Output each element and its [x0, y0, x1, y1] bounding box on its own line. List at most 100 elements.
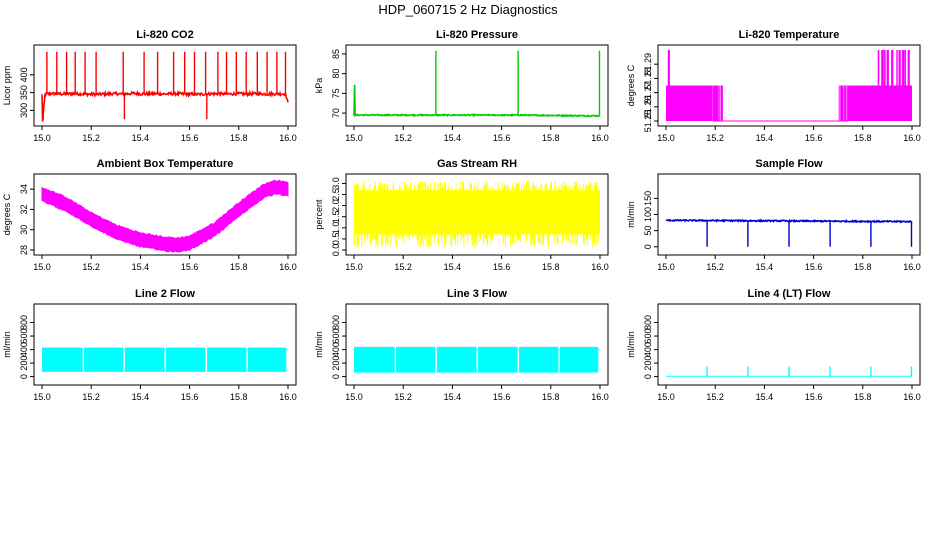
chart-panel-6: Sample Flow 15.0 15.2 15.4 15.6 15.8 16.0 0 50 10… [626, 158, 921, 272]
x-tick-label: 15.4 [444, 133, 462, 143]
y-tick-label: 70 [331, 108, 341, 118]
x-tick-label: 15.2 [706, 392, 724, 402]
plot-data [42, 347, 288, 372]
chart-title: Gas Stream RH [437, 158, 517, 170]
y-tick-label: 600 [19, 329, 29, 344]
x-tick-label: 15.0 [345, 262, 363, 272]
data-segment [396, 346, 436, 373]
y-tick-label: 0 [331, 374, 341, 379]
x-tick-label: 15.2 [394, 392, 412, 402]
x-tick-label: 16.0 [591, 262, 609, 272]
y-tick-label: 0 [643, 244, 653, 249]
y-tick-label: 800 [331, 315, 341, 330]
y-axis-label: ml/min [2, 331, 12, 358]
x-tick-label: 15.8 [854, 133, 872, 143]
x-tick-label: 15.4 [756, 262, 774, 272]
y-tick-label: 800 [643, 315, 653, 330]
x-tick-label: 15.2 [82, 392, 100, 402]
x-tick-label: 16.0 [279, 392, 297, 402]
y-axis-label: kPa [314, 78, 324, 94]
y-axis-label: degrees C [2, 193, 12, 235]
data-segment [436, 346, 477, 373]
y-tick-label: 0.0 [331, 244, 341, 257]
y-tick-label: 800 [19, 315, 29, 330]
y-axis-label: percent [314, 199, 324, 230]
plot-frame [345, 303, 609, 386]
x-tick-label: 15.4 [132, 392, 150, 402]
x-tick-label: 15.0 [657, 392, 675, 402]
plot-frame [657, 44, 921, 127]
data-segment [559, 346, 599, 373]
chart-title: Line 3 Flow [447, 288, 507, 300]
y-tick-label: 30 [19, 225, 29, 235]
x-tick-label: 15.0 [33, 392, 51, 402]
x-tick-label: 15.8 [542, 392, 560, 402]
x-tick-label: 15.6 [181, 133, 199, 143]
y-tick-label: 0 [19, 374, 29, 379]
plot-data [41, 179, 289, 253]
x-tick-label: 15.2 [706, 133, 724, 143]
x-tick-label: 15.6 [493, 262, 511, 272]
y-tick-label: 400 [19, 67, 29, 82]
x-tick-label: 15.4 [444, 262, 462, 272]
y-tick-label: 51.27 [643, 81, 653, 104]
chart-panel-8: Line 3 Flow 15.0 15.2 15.4 15.6 15.8 16.0 0 2004… [314, 288, 609, 402]
y-tick-label: 2.5 [331, 188, 341, 201]
y-tick-label: 34 [19, 184, 29, 194]
y-tick-label: 51.29 [643, 53, 653, 76]
chart-title: Line 4 (LT) Flow [748, 288, 831, 300]
data-band [848, 85, 912, 121]
chart-title: Li-820 Pressure [436, 29, 518, 41]
x-tick-label: 15.6 [805, 133, 823, 143]
x-tick-label: 15.8 [230, 262, 248, 272]
chart-title: Line 2 Flow [135, 288, 195, 300]
chart-panel-3: Li-820 Temperature 15.0 15.2 15.4 15.6 15.8 16… [626, 29, 921, 143]
y-tick-label: 51.25 [643, 110, 653, 133]
data-segment [165, 347, 206, 372]
x-tick-label: 15.0 [657, 133, 675, 143]
y-tick-label: 200 [19, 356, 29, 371]
y-tick-label: 100 [643, 207, 653, 222]
x-tick-label: 15.8 [854, 262, 872, 272]
data-spikes [706, 220, 913, 247]
x-tick-label: 15.4 [756, 392, 774, 402]
x-tick-label: 15.8 [542, 133, 560, 143]
chart-panel-9: Line 4 (LT) Flow 15.0 15.2 15.4 15.6 15.8 16.0… [626, 288, 921, 402]
y-tick-label: 50 [643, 226, 653, 236]
y-axis-label: ml/min [626, 331, 636, 358]
x-tick-label: 16.0 [279, 262, 297, 272]
y-tick-label: 300 [19, 103, 29, 118]
x-tick-label: 16.0 [903, 392, 921, 402]
plot-frame [345, 44, 609, 127]
y-tick-label: 0 [643, 374, 653, 379]
x-tick-label: 15.2 [394, 262, 412, 272]
plot-data [666, 50, 912, 122]
x-tick-label: 15.4 [444, 392, 462, 402]
x-tick-label: 16.0 [903, 133, 921, 143]
y-tick-label: 51.28 [643, 67, 653, 90]
x-tick-label: 15.2 [82, 133, 100, 143]
chart-panel-2: Li-820 Pressure 15.0 15.2 15.4 15.6 15.8 16.0 7… [314, 29, 609, 143]
y-axis-label: Licor ppm [2, 66, 12, 106]
plot-data [353, 50, 601, 118]
data-spikes [435, 50, 601, 116]
plot-frame [657, 303, 921, 386]
y-axis-label: ml/min [626, 201, 636, 228]
x-tick-label: 15.0 [657, 262, 675, 272]
chart-title: Li-820 Temperature [739, 29, 840, 41]
data-spikes [42, 51, 287, 120]
plot-frame [33, 303, 297, 386]
chart-panel-5: Gas Stream RH 15.0 15.2 15.4 15.6 15.8 16.0 0.0… [314, 158, 609, 272]
chart-title: Ambient Box Temperature [97, 158, 234, 170]
y-tick-label: 200 [643, 356, 653, 371]
data-noise [353, 181, 599, 248]
data-band [354, 190, 600, 235]
y-tick-label: 400 [643, 342, 653, 357]
data-segment [354, 346, 395, 373]
y-tick-label: 80 [331, 69, 341, 79]
x-tick-label: 15.6 [493, 133, 511, 143]
data-band [41, 179, 289, 253]
